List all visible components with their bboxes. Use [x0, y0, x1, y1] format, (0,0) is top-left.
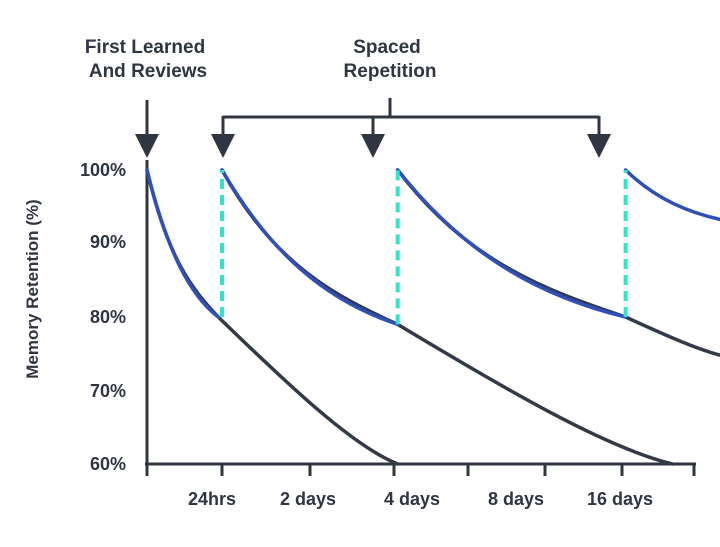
- forgetting-curve-3: [395, 168, 720, 357]
- forgetting-curve-1: [145, 168, 400, 466]
- y-axis-label: Memory Retention (%): [23, 199, 42, 378]
- annotation-first-learned-line2: And Reviews: [89, 61, 207, 82]
- x-tick-label-2-days: 2 days: [280, 489, 336, 509]
- y-tick-label-100: 100%: [80, 160, 126, 180]
- forgetting-curve-2: [220, 168, 675, 466]
- retention-curve-1: [145, 168, 220, 319]
- x-tick-label-4-days: 4 days: [384, 489, 440, 509]
- x-tick-label-8-days: 8 days: [488, 489, 544, 509]
- y-tick-label-60: 60%: [90, 454, 126, 474]
- annotation-spaced-line2: Repetition: [344, 61, 437, 82]
- annotation-spaced-line1: Spaced: [353, 37, 421, 58]
- y-tick-label-80: 80%: [90, 307, 126, 327]
- x-tick-label-16-days: 16 days: [587, 489, 653, 509]
- x-tick-label-24hrs: 24hrs: [188, 489, 236, 509]
- retention-curve-3: [395, 168, 628, 319]
- chart-marks: [145, 168, 720, 466]
- retention-curve-4: [623, 168, 720, 222]
- y-tick-label-90: 90%: [90, 232, 126, 252]
- retention-curve-2: [220, 168, 400, 327]
- annotation-first-learned-line1: First Learned: [85, 37, 205, 58]
- y-tick-label-70: 70%: [90, 381, 126, 401]
